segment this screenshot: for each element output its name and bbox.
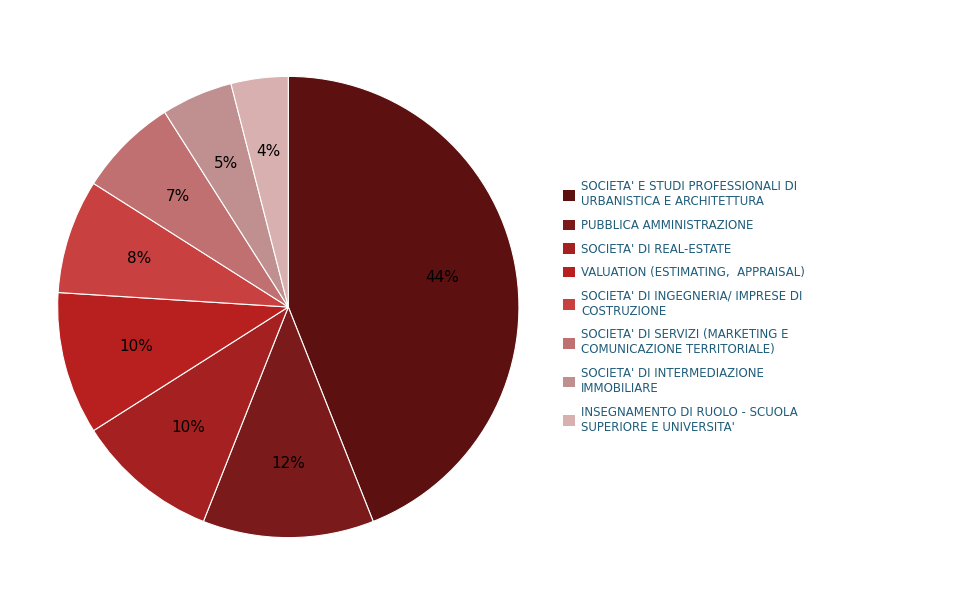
Text: 8%: 8% bbox=[127, 251, 151, 266]
Text: 7%: 7% bbox=[165, 188, 189, 204]
Text: 5%: 5% bbox=[214, 155, 238, 171]
Wedge shape bbox=[93, 307, 288, 521]
Wedge shape bbox=[231, 76, 288, 307]
Text: 44%: 44% bbox=[426, 270, 459, 285]
Legend: SOCIETA' E STUDI PROFESSIONALI DI
URBANISTICA E ARCHITETTURA, PUBBLICA AMMINISTR: SOCIETA' E STUDI PROFESSIONALI DI URBANI… bbox=[563, 181, 805, 433]
Wedge shape bbox=[93, 112, 288, 307]
Text: 10%: 10% bbox=[119, 338, 154, 354]
Text: 10%: 10% bbox=[171, 421, 206, 435]
Wedge shape bbox=[288, 76, 519, 521]
Wedge shape bbox=[204, 307, 373, 538]
Wedge shape bbox=[58, 184, 288, 307]
Text: 12%: 12% bbox=[271, 456, 306, 472]
Wedge shape bbox=[164, 84, 288, 307]
Wedge shape bbox=[58, 292, 288, 430]
Text: 4%: 4% bbox=[257, 144, 281, 159]
